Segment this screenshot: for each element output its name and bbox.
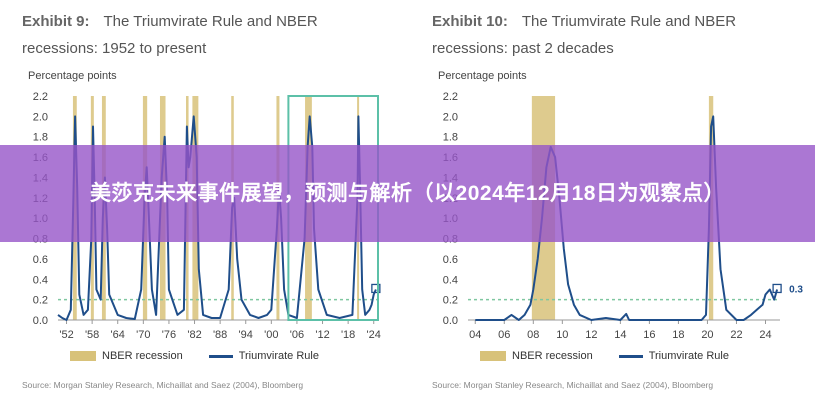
x-tick-label: '94 xyxy=(239,329,253,341)
y-tick-label: 1.8 xyxy=(443,132,458,144)
y-tick-label: 1.8 xyxy=(33,132,48,144)
x-tick-label: 14 xyxy=(614,329,626,341)
x-tick-label: 16 xyxy=(643,329,655,341)
legend-line-swatch xyxy=(208,354,233,358)
x-tick-label: '00 xyxy=(264,329,278,341)
y-tick-label: 0.0 xyxy=(33,315,48,327)
x-tick-label: '12 xyxy=(315,329,329,341)
x-tick-label: 12 xyxy=(585,329,597,341)
right-title-text: The Triumvirate Rule and NBER recessions… xyxy=(432,13,737,57)
legend-recession-label: NBER recession xyxy=(512,350,593,362)
x-tick-label: '06 xyxy=(290,329,304,341)
latest-value-label: 0.3 xyxy=(789,284,803,295)
y-tick-label: 0.4 xyxy=(443,274,458,286)
x-tick-label: 24 xyxy=(759,329,771,341)
x-tick-label: '82 xyxy=(187,329,201,341)
right-chart-panel: Exhibit 10: The Triumvirate Rule and NBER… xyxy=(410,0,815,400)
x-tick-label: 10 xyxy=(556,329,568,341)
legend-line-label: Triumvirate Rule xyxy=(648,350,729,362)
y-tick-label: 2.2 xyxy=(33,91,48,103)
y-tick-label: 0.2 xyxy=(33,295,48,307)
right-legend: NBER recession Triumvirate Rule xyxy=(480,350,729,362)
y-tick-label: 0.2 xyxy=(443,295,458,307)
x-tick-label: 06 xyxy=(498,329,510,341)
x-tick-label: '64 xyxy=(111,329,125,341)
right-chart-title: Exhibit 10: The Triumvirate Rule and NBER… xyxy=(432,8,802,62)
left-legend: NBER recession Triumvirate Rule xyxy=(70,350,319,362)
legend-recession-label: NBER recession xyxy=(102,350,183,362)
y-tick-label: 0.6 xyxy=(33,254,48,266)
right-source-note: Source: Morgan Stanley Research, Michail… xyxy=(432,380,714,390)
latest-point-marker xyxy=(772,283,782,294)
x-tick-label: 08 xyxy=(527,329,539,341)
y-tick-label: 0.6 xyxy=(443,254,458,266)
left-title-text: The Triumvirate Rule and NBER recessions… xyxy=(22,13,318,57)
headline-text: 美莎克未来事件展望，预测与解析（以2024年12月18日为观察点） xyxy=(90,182,725,205)
y-tick-label: 0.4 xyxy=(33,274,48,286)
triumvirate-rule-line xyxy=(57,115,377,321)
left-source-note: Source: Morgan Stanley Research, Michail… xyxy=(22,380,304,390)
y-tick-label: 2.2 xyxy=(443,91,458,103)
x-tick-label: 22 xyxy=(730,329,742,341)
x-tick-label: '88 xyxy=(213,329,227,341)
x-tick-label: '52 xyxy=(59,329,73,341)
headline-banner: 美莎克未来事件展望，预测与解析（以2024年12月18日为观察点） xyxy=(0,145,815,242)
triumvirate-rule-line xyxy=(475,115,779,321)
x-tick-label: 20 xyxy=(701,329,713,341)
left-exhibit-label: Exhibit 9: xyxy=(22,13,90,30)
x-tick-label: 04 xyxy=(469,329,481,341)
left-y-axis-label: Percentage points xyxy=(28,70,117,82)
legend-recession-swatch xyxy=(480,351,506,361)
latest-point-marker xyxy=(371,283,381,294)
legend-line-label: Triumvirate Rule xyxy=(238,350,319,362)
x-tick-label: '18 xyxy=(341,329,355,341)
x-tick-label: '24 xyxy=(367,329,381,341)
x-tick-label: '58 xyxy=(85,329,99,341)
y-tick-label: 2.0 xyxy=(33,111,48,123)
y-tick-label: 0.0 xyxy=(443,315,458,327)
right-y-axis-label: Percentage points xyxy=(438,70,527,82)
y-tick-label: 2.0 xyxy=(443,111,458,123)
legend-line-swatch xyxy=(618,354,643,358)
x-tick-label: '76 xyxy=(162,329,176,341)
x-tick-label: 18 xyxy=(672,329,684,341)
right-exhibit-label: Exhibit 10: xyxy=(432,13,508,30)
x-tick-label: '70 xyxy=(136,329,150,341)
legend-recession-swatch xyxy=(70,351,96,361)
left-chart-title: Exhibit 9: The Triumvirate Rule and NBER … xyxy=(22,8,392,62)
